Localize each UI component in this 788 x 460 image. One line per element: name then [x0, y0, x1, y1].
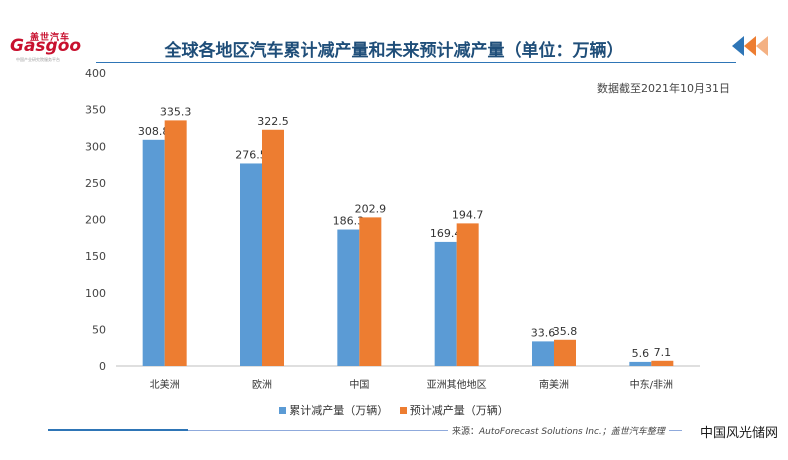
- bar: [164, 120, 187, 366]
- bar: [629, 361, 652, 366]
- data-date-note: 数据截至2021年10月31日: [597, 82, 730, 95]
- data-label: 35.8: [553, 325, 578, 338]
- y-tick-label: 350: [85, 104, 106, 117]
- bar: [337, 229, 360, 366]
- header-divider: [96, 62, 736, 63]
- y-tick-label: 200: [85, 214, 106, 227]
- y-tick-label: 100: [85, 287, 106, 300]
- source-note: 来源：AutoForecast Solutions Inc.；盖世汽车整理: [448, 424, 669, 437]
- y-tick-label: 150: [85, 250, 106, 263]
- bar: [262, 129, 284, 366]
- x-tick-label: 南美洲: [539, 378, 569, 391]
- y-tick-label: 250: [85, 177, 106, 190]
- x-tick-label: 欧洲: [252, 379, 272, 391]
- bar: [240, 163, 262, 366]
- data-label: 308.8: [138, 125, 170, 138]
- legend-item-cumulative: 累计减产量（万辆）: [279, 402, 388, 418]
- y-tick-label: 0: [99, 360, 106, 373]
- arrow-decoration-icon: [732, 36, 768, 56]
- y-tick-label: 400: [85, 67, 106, 80]
- y-tick-label: 50: [92, 323, 106, 336]
- chart-legend: 累计减产量（万辆） 预计减产量（万辆）: [0, 402, 788, 418]
- bar: [554, 339, 576, 366]
- legend-item-forecast: 预计减产量（万辆）: [399, 402, 509, 418]
- bar: [434, 241, 457, 366]
- data-label: 202.9: [355, 202, 387, 215]
- footer-divider: [48, 430, 682, 431]
- gasgoo-logo: 盖世汽车 Gasgoo 中国产业研究院服务平台: [10, 30, 90, 64]
- x-tick-label: 中国: [349, 378, 369, 391]
- footer-divider-accent: [48, 429, 188, 431]
- data-label: 276.5: [235, 148, 267, 161]
- source-label: 来源：: [452, 427, 480, 437]
- x-tick-label: 亚洲其他地区: [427, 378, 487, 391]
- data-label: 194.7: [452, 208, 484, 221]
- bar: [142, 139, 165, 366]
- data-label: 186.3: [333, 215, 365, 228]
- data-label: 169.4: [430, 227, 462, 240]
- legend-label-forecast: 预计减产量（万辆）: [409, 404, 509, 417]
- x-tick-label: 中东/非洲: [630, 378, 673, 391]
- data-label: 5.6: [632, 347, 650, 360]
- data-label: 33.6: [531, 326, 556, 339]
- legend-label-cumulative: 累计减产量（万辆）: [289, 404, 389, 417]
- logo-en-text: Gasgoo: [10, 36, 82, 56]
- y-tick-label: 300: [85, 140, 106, 153]
- bar: [651, 360, 674, 366]
- bar: [456, 223, 479, 366]
- bar: [359, 217, 382, 366]
- bar: [532, 341, 554, 366]
- logo-cn-text: 盖世汽车: [30, 33, 71, 43]
- source-text: AutoForecast Solutions Inc.；盖世汽车整理: [479, 427, 665, 437]
- bar-chart: 0 50 100 150 200 250 300 350 400 308.8 335.3 北美洲 276…: [85, 67, 700, 391]
- logo-sub-text: 中国产业研究院服务平台: [16, 57, 60, 62]
- x-tick-label: 北美洲: [150, 378, 180, 391]
- chart-title: 全球各地区汽车累计减产量和未来预计减产量（单位：万辆）: [164, 41, 624, 61]
- data-label: 335.3: [160, 105, 192, 118]
- data-label: 322.5: [257, 115, 289, 128]
- site-watermark: 中国风光储网: [699, 426, 778, 441]
- legend-swatch-cumulative: [279, 406, 287, 414]
- data-label: 7.1: [654, 346, 672, 359]
- legend-swatch-forecast: [399, 406, 407, 414]
